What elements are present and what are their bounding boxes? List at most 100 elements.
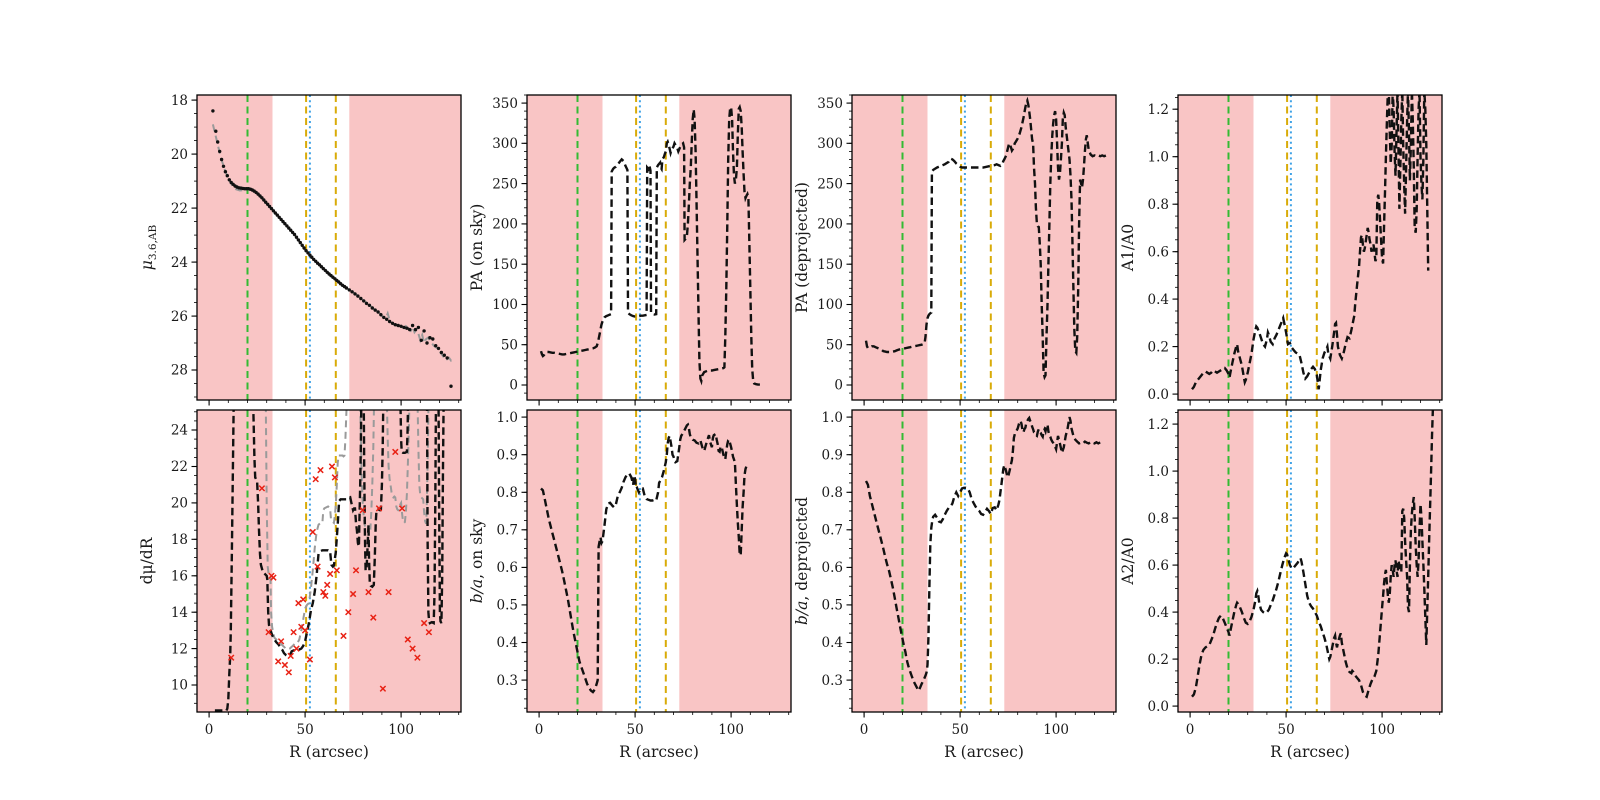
y-tick-label: 0.2 xyxy=(1148,652,1169,668)
axes-frame xyxy=(526,94,792,401)
y-tick-label: 250 xyxy=(492,176,518,192)
y-tick-label: 0.0 xyxy=(1148,387,1169,403)
x-tick-label: 50 xyxy=(297,722,314,738)
dmudr-model-gray-dashed xyxy=(264,410,430,651)
x-tick-label: 100 xyxy=(718,722,744,738)
x-tick-label: 0 xyxy=(535,722,544,738)
y-tick-label: 0 xyxy=(509,378,518,394)
masked-region xyxy=(679,95,791,400)
masked-region xyxy=(349,95,461,400)
ba-deproj-dashed xyxy=(864,415,1103,693)
y-tick-label: 0.4 xyxy=(822,635,843,651)
masked-region xyxy=(197,95,273,400)
x-tick-label: 50 xyxy=(627,722,644,738)
y-tick-label: 300 xyxy=(817,136,843,152)
x-axis-label: R (arcsec) xyxy=(619,743,699,761)
y-tick-label: 0.6 xyxy=(1148,244,1169,260)
y-tick-label: 10 xyxy=(171,678,188,694)
y-tick-label: 0.3 xyxy=(822,673,843,689)
y-tick-label: 1.2 xyxy=(1148,102,1169,118)
y-tick-label: 0.0 xyxy=(1148,699,1169,715)
ba-sky-ylabel: b/a, on sky xyxy=(468,518,486,603)
a2a0-dashed xyxy=(1191,410,1435,699)
y-tick-label: 0.7 xyxy=(497,523,518,539)
a1a0-dashed xyxy=(1191,95,1430,391)
mu-ylabel: μ3.6,AB xyxy=(138,225,159,271)
y-tick-label: 24 xyxy=(171,255,188,271)
y-tick-label: 0.8 xyxy=(1148,197,1169,213)
y-tick-label: 0.7 xyxy=(822,523,843,539)
y-tick-label: 50 xyxy=(826,337,843,353)
a1a0-ylabel: A1/A0 xyxy=(1119,224,1137,272)
x-axis-label: R (arcsec) xyxy=(944,743,1024,761)
y-tick-label: 0.4 xyxy=(1148,292,1169,308)
y-tick-label: 18 xyxy=(171,93,188,109)
x-tick-label: 0 xyxy=(860,722,869,738)
x-tick-label: 50 xyxy=(952,722,969,738)
y-tick-label: 150 xyxy=(817,257,843,273)
axes-frame xyxy=(196,94,462,401)
y-tick-label: 24 xyxy=(171,423,188,439)
ba-sky-dashed xyxy=(540,422,748,694)
y-tick-label: 0.9 xyxy=(822,447,843,463)
y-tick-label: 0.9 xyxy=(497,447,518,463)
axes-frame xyxy=(526,409,792,713)
y-tick-label: 250 xyxy=(817,176,843,192)
dmudr-ylabel: dμ/dR xyxy=(138,536,156,584)
masked-region xyxy=(1330,410,1442,712)
y-tick-label: 20 xyxy=(171,496,188,512)
x-tick-label: 50 xyxy=(1278,722,1295,738)
y-tick-label: 14 xyxy=(171,605,188,621)
axes-frame xyxy=(196,409,462,713)
y-tick-label: 0.3 xyxy=(497,673,518,689)
panel-mu: 18 20 22 24 26 28 μ3.6,AB xyxy=(138,93,462,406)
y-tick-label: 1.0 xyxy=(822,410,843,426)
y-tick-label: 0.5 xyxy=(822,598,843,614)
x-tick-label: 0 xyxy=(1186,722,1195,738)
y-tick-label: 26 xyxy=(171,309,188,325)
y-tick-label: 0 xyxy=(834,378,843,394)
masked-region xyxy=(1178,95,1254,400)
masked-region xyxy=(852,95,928,400)
ba-deproj-ylabel: b/a, deprojected xyxy=(793,497,811,625)
y-tick-label: 1.0 xyxy=(497,410,518,426)
pa-deproj-dashed xyxy=(864,96,1107,381)
panel-pa-deproj: 0 50 100 150 200 250 300 350 PA (deprojected) xyxy=(793,94,1117,406)
y-tick-label: 150 xyxy=(492,257,518,273)
y-tick-label: 0.8 xyxy=(1148,511,1169,527)
pa-deproj-ylabel: PA (deprojected) xyxy=(793,182,811,313)
y-tick-label: 0.6 xyxy=(497,560,518,576)
x-axis-label: R (arcsec) xyxy=(1270,743,1350,761)
x-axis-label: R (arcsec) xyxy=(289,743,369,761)
x-tick-label: 100 xyxy=(388,722,414,738)
panel-a1a0: 0.0 0.2 0.4 0.6 0.8 1.0 1.2 A1/A0 xyxy=(1119,94,1443,406)
y-tick-label: 22 xyxy=(171,201,188,217)
pa-sky-ylabel: PA (on sky) xyxy=(468,204,486,292)
y-tick-label: 200 xyxy=(817,217,843,233)
dmudr-dashed xyxy=(214,410,445,712)
y-tick-label: 100 xyxy=(492,297,518,313)
y-tick-label: 28 xyxy=(171,363,188,379)
masked-region xyxy=(1004,410,1116,712)
y-tick-label: 0.2 xyxy=(1148,339,1169,355)
y-tick-label: 0.5 xyxy=(497,598,518,614)
y-tick-label: 22 xyxy=(171,459,188,475)
y-tick-label: 1.0 xyxy=(1148,149,1169,165)
masked-region xyxy=(1178,410,1254,712)
panel-dmudr: 0 50 100 10 12 14 16 18 20 22 24 dμ/dR R (arcsec) xyxy=(138,409,462,761)
y-tick-label: 16 xyxy=(171,569,188,585)
axes-frame xyxy=(851,94,1117,401)
mu-data-dots xyxy=(211,109,453,388)
y-tick-label: 200 xyxy=(492,217,518,233)
masked-region xyxy=(1004,95,1116,400)
y-tick-label: 0.8 xyxy=(822,485,843,501)
axes-frame xyxy=(851,409,1117,713)
masked-region xyxy=(527,410,603,712)
panel-ba-deproj: 0 50 100 0.3 0.4 0.5 0.6 0.7 0.8 0.9 1.0 b/a, depro… xyxy=(793,409,1117,761)
y-tick-label: 300 xyxy=(492,136,518,152)
pa-sky-dashed xyxy=(539,103,760,386)
y-tick-label: 0.6 xyxy=(1148,558,1169,574)
masked-region xyxy=(197,410,273,712)
